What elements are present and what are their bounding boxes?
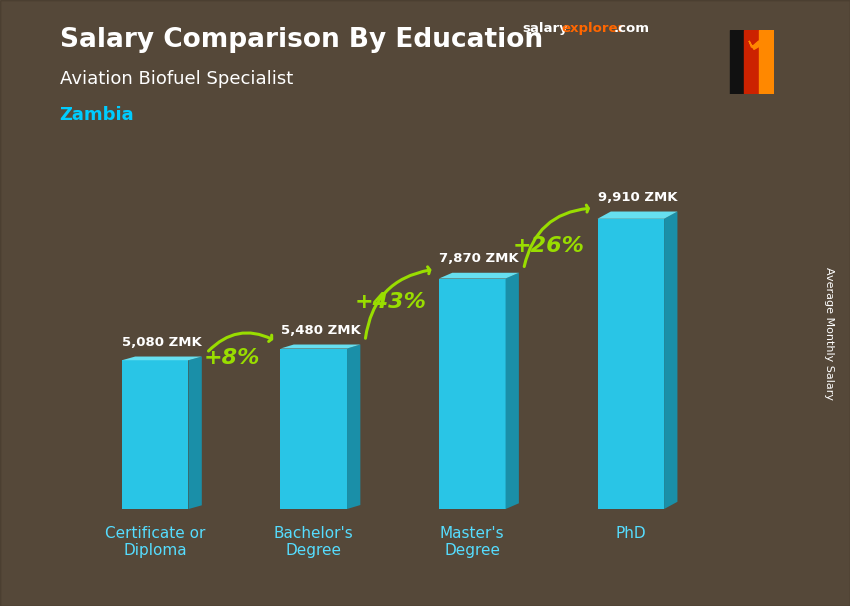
Text: Zambia: Zambia xyxy=(60,106,134,124)
Bar xyxy=(598,219,664,509)
Text: +26%: +26% xyxy=(513,236,585,256)
Bar xyxy=(744,30,759,94)
Text: .com: .com xyxy=(614,22,649,35)
Text: salary: salary xyxy=(523,22,569,35)
Text: +43%: +43% xyxy=(354,292,426,312)
Text: +8%: +8% xyxy=(203,348,260,368)
Polygon shape xyxy=(280,345,360,348)
Text: 5,480 ZMK: 5,480 ZMK xyxy=(280,324,360,337)
Bar xyxy=(439,279,506,509)
Bar xyxy=(759,30,774,94)
Bar xyxy=(122,360,189,509)
Polygon shape xyxy=(122,356,201,360)
Text: 5,080 ZMK: 5,080 ZMK xyxy=(122,336,201,349)
Polygon shape xyxy=(439,273,518,279)
Bar xyxy=(729,30,745,94)
Text: 9,910 ZMK: 9,910 ZMK xyxy=(598,191,677,204)
Polygon shape xyxy=(189,356,201,509)
Polygon shape xyxy=(506,273,518,509)
Polygon shape xyxy=(347,345,360,509)
Text: Average Monthly Salary: Average Monthly Salary xyxy=(824,267,834,400)
Text: Salary Comparison By Education: Salary Comparison By Education xyxy=(60,27,542,53)
Bar xyxy=(280,348,347,509)
Polygon shape xyxy=(598,211,677,219)
Text: 7,870 ZMK: 7,870 ZMK xyxy=(439,252,518,265)
Text: explorer: explorer xyxy=(562,22,625,35)
Polygon shape xyxy=(749,41,768,50)
Polygon shape xyxy=(664,211,677,509)
Text: Aviation Biofuel Specialist: Aviation Biofuel Specialist xyxy=(60,70,292,88)
